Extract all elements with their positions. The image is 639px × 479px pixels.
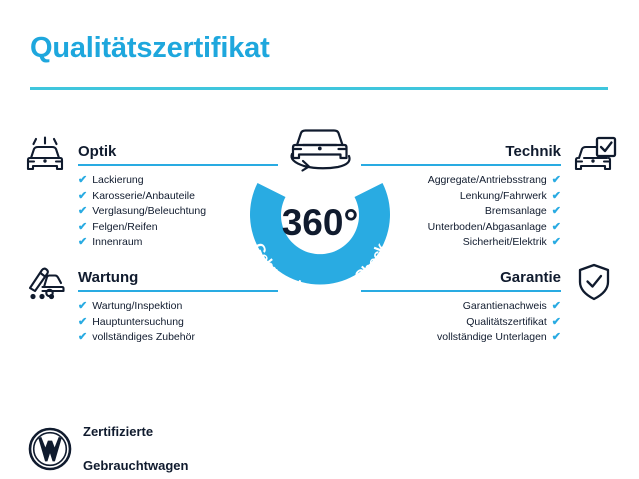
- list-item: Qualitätszertifikat ✔: [361, 315, 561, 331]
- check-icon: ✔: [551, 174, 561, 186]
- list-item-label: Hauptuntersuchung: [92, 315, 184, 328]
- badge-center-label: 360°: [282, 202, 359, 243]
- wartung-heading: Wartung: [78, 269, 139, 286]
- list-item: Sicherheit/Elektrik ✔: [361, 235, 561, 251]
- footer-logo-line2: Gebrauchtwagen: [83, 458, 189, 473]
- check-icon: ✔: [551, 189, 561, 202]
- footer-logo-text: Zertifizierte Gebrauchtwagen: [83, 406, 188, 479]
- check-icon: ✔: [551, 220, 561, 233]
- list-item: ✔ Lackierung: [78, 173, 278, 189]
- section-technik: Technik Aggregate/Antriebsstrang ✔ Lenku…: [361, 142, 561, 251]
- car-shine-icon: [22, 136, 68, 176]
- section-garantie: Garantie Garantienachweis ✔ Qualitätszer…: [361, 268, 561, 346]
- list-item-label: vollständiges Zubehör: [92, 331, 195, 343]
- section-optik: Optik ✔ Lackierung ✔ Karosserie/Anbautei…: [78, 142, 278, 251]
- shield-check-icon: [571, 262, 617, 302]
- technik-heading-rule: [361, 164, 561, 166]
- garantie-heading: Garantie: [500, 269, 561, 286]
- list-item-label: Innenraum: [92, 236, 143, 248]
- list-item: ✔ Karosserie/Anbauteile: [78, 189, 278, 205]
- optik-heading-rule: [78, 164, 278, 166]
- check-icon: ✔: [78, 300, 88, 312]
- check-icon: ✔: [78, 331, 88, 343]
- check-icon: ✔: [551, 300, 561, 312]
- optik-heading: Optik: [78, 143, 117, 160]
- list-item-label: Wartung/Inspektion: [92, 300, 183, 312]
- wartung-heading-rule: [78, 290, 278, 292]
- wrench-car-icon: [22, 262, 68, 302]
- list-item: vollständige Unterlagen ✔: [361, 330, 561, 346]
- garantie-heading-rule: [361, 290, 561, 292]
- section-wartung: Wartung ✔ Wartung/Inspektion ✔ Hauptunte…: [78, 268, 278, 346]
- optik-item-list: ✔ Lackierung ✔ Karosserie/Anbauteile ✔ V…: [78, 166, 278, 251]
- check-icon: ✔: [78, 220, 88, 233]
- list-item-label: Felgen/Reifen: [92, 220, 158, 233]
- list-item-label: Lackierung: [92, 174, 144, 186]
- list-item-label: Unterboden/Abgasanlage: [427, 220, 547, 233]
- list-item-label: Garantienachweis: [462, 300, 547, 312]
- volkswagen-logo-icon: [28, 427, 72, 471]
- list-item-label: vollständige Unterlagen: [437, 331, 547, 343]
- check-icon: ✔: [78, 315, 88, 328]
- title-divider: [30, 87, 608, 90]
- check-icon: ✔: [78, 205, 88, 217]
- wartung-item-list: ✔ Wartung/Inspektion ✔ Hauptuntersuchung…: [78, 292, 278, 346]
- list-item-label: Verglasung/Beleuchtung: [92, 205, 207, 217]
- list-item: Unterboden/Abgasanlage ✔: [361, 220, 561, 236]
- list-item: ✔ Hauptuntersuchung: [78, 315, 278, 331]
- technik-heading: Technik: [505, 143, 561, 160]
- technik-item-list: Aggregate/Antriebsstrang ✔ Lenkung/Fahrw…: [361, 166, 561, 251]
- check-icon: ✔: [551, 236, 561, 248]
- list-item-label: Qualitätszertifikat: [466, 315, 547, 328]
- list-item: Lenkung/Fahrwerk ✔: [361, 189, 561, 205]
- list-item-label: Bremsanlage: [484, 205, 547, 217]
- footer-logo-line1: Zertifizierte: [83, 424, 154, 439]
- list-item: ✔ Felgen/Reifen: [78, 220, 278, 236]
- list-item-label: Lenkung/Fahrwerk: [459, 189, 547, 202]
- list-item: Aggregate/Antriebsstrang ✔: [361, 173, 561, 189]
- list-item-label: Sicherheit/Elektrik: [462, 236, 547, 248]
- page-title: Qualitätszertifikat: [30, 32, 270, 64]
- check-icon: ✔: [551, 205, 561, 217]
- list-item: Garantienachweis ✔: [361, 299, 561, 315]
- garantie-item-list: Garantienachweis ✔ Qualitätszertifikat ✔…: [361, 292, 561, 346]
- list-item: Bremsanlage ✔: [361, 204, 561, 220]
- list-item: ✔ Wartung/Inspektion: [78, 299, 278, 315]
- list-item: ✔ Innenraum: [78, 235, 278, 251]
- check-icon: ✔: [78, 174, 88, 186]
- car-checkbox-icon: [571, 136, 617, 176]
- badge-360-gebrauchtwagen-check: 360° Gebrauchtwagen-Check: [232, 117, 408, 303]
- check-icon: ✔: [78, 189, 88, 202]
- check-icon: ✔: [551, 315, 561, 328]
- list-item: ✔ Verglasung/Beleuchtung: [78, 204, 278, 220]
- list-item-label: Karosserie/Anbauteile: [92, 189, 195, 202]
- list-item: ✔ vollständiges Zubehör: [78, 330, 278, 346]
- list-item-label: Aggregate/Antriebsstrang: [427, 174, 547, 186]
- check-icon: ✔: [551, 331, 561, 343]
- footer-logo: Zertifizierte Gebrauchtwagen: [28, 406, 188, 479]
- check-icon: ✔: [78, 236, 88, 248]
